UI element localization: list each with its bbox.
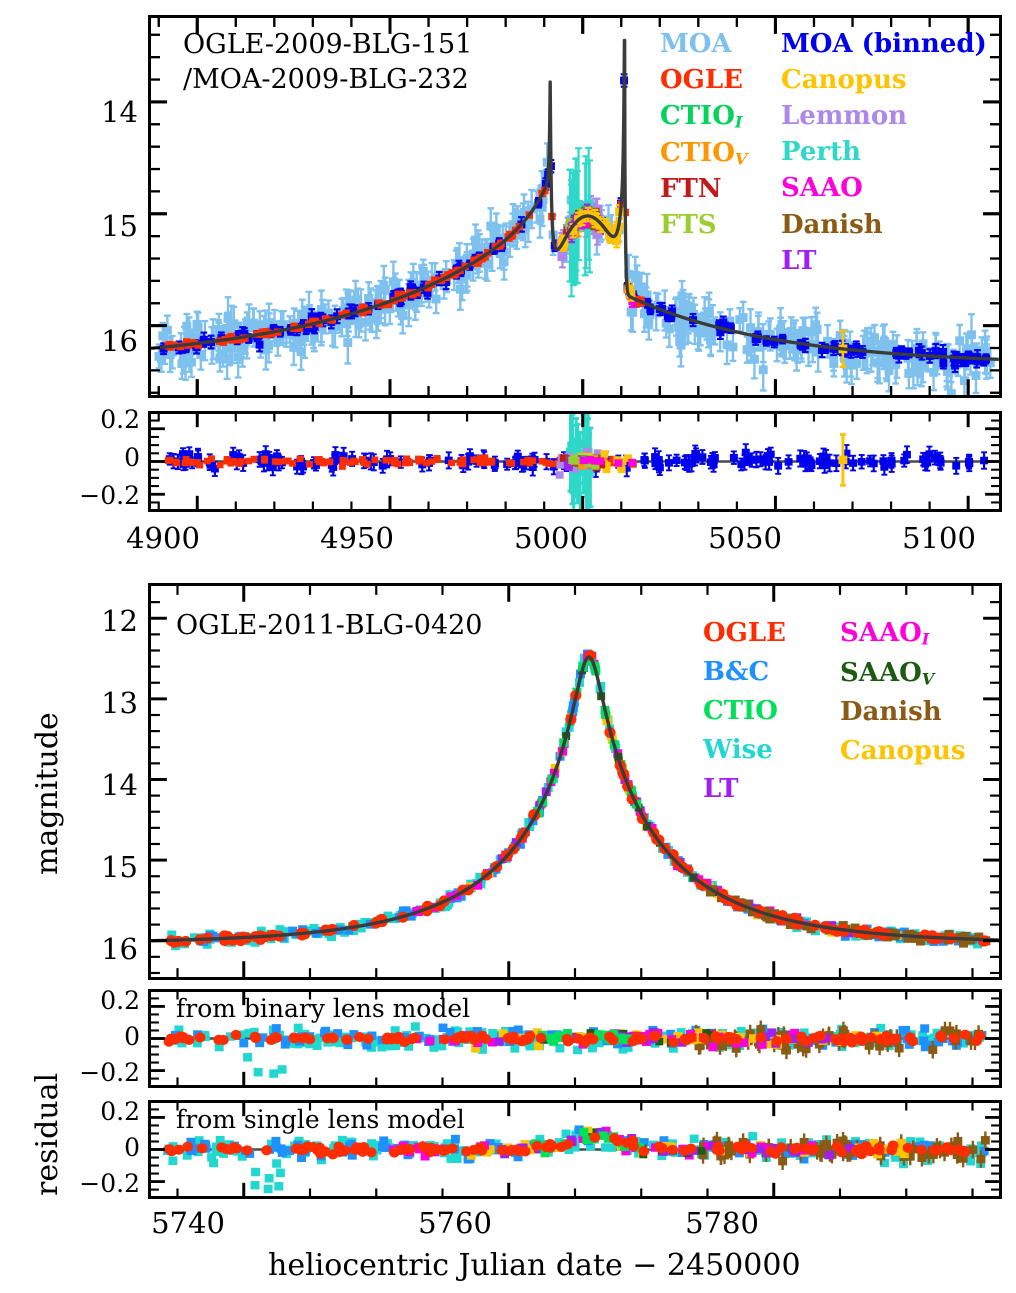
residual-single-label: from single lens model [176,1105,465,1134]
legend-item-ogle-b: OGLE [703,618,786,648]
legend-bottom-col2: SAAOI SAAOV Danish Canopus [840,618,1010,767]
legend-item-danish: Danish [781,209,883,240]
legend-item-fts: FTS [660,210,717,241]
legend-item-moa: MOA [660,29,732,59]
x-axis-label: heliocentric Julian date − 2450000 [268,1248,801,1283]
ytick-topres-zero: 0 [124,443,140,472]
legend-item-saao: SAAO [781,173,863,204]
legend-item-canopus: Canopus [781,65,907,96]
legend-item-danish-b: Danish [840,697,942,728]
ytick-bottom-12: 12 [101,604,138,638]
panel-residual-binary-lens [148,989,1002,1088]
y-axis-label-residual: residual [30,1072,65,1196]
ytick-top-14: 14 [101,95,138,129]
ytick-resbin-neg: −0.2 [79,1058,140,1087]
xtick-top-5100: 5100 [902,521,976,555]
legend-item-wise: Wise [703,735,773,766]
legend-item-lt-b: LT [703,774,739,805]
legend-item-ftn: FTN [660,174,722,205]
xtick-bottom-5740: 5740 [151,1206,225,1240]
legend-bottom-col1: OGLE B&C CTIO Wise LT [703,618,823,805]
panel-ogle-2009-blg-151-lightcurve [148,15,1002,398]
ytick-bottom-13: 13 [101,686,138,720]
residual-binary-label: from binary lens model [176,994,471,1023]
legend-item-perth: Perth [781,137,862,168]
legend-item-ogle: OGLE [660,65,743,96]
legend-item-lemmon: Lemmon [781,101,908,132]
panel-top-title: OGLE-2009-BLG-151/MOA-2009-BLG-232 [183,28,472,97]
legend-top-col2: MOA (binned) Canopus Lemmon Perth SAAO D… [781,29,1011,276]
xtick-bottom-5780: 5780 [685,1206,759,1240]
ytick-bottom-14: 14 [101,768,138,802]
ytick-resbin-pos: 0.2 [100,986,140,1015]
legend-item-ctio-b: CTIO [703,696,778,727]
legend-item-canopus-b: Canopus [840,736,966,767]
xtick-bottom-5760: 5760 [418,1206,492,1240]
legend-item-bandc: B&C [703,657,770,688]
panel-top-title-line2: /MOA-2009-BLG-232 [183,63,469,95]
ytick-ressing-zero: 0 [124,1133,140,1162]
ytick-ressing-pos: 0.2 [100,1097,140,1126]
ytick-resbin-zero: 0 [124,1022,140,1051]
xtick-top-4950: 4950 [320,521,394,555]
legend-top-col1: MOA OGLE CTIOI CTIOV FTN FTS [660,29,780,241]
xtick-top-5050: 5050 [708,521,782,555]
panel-ogle-2009-residual [148,411,1002,512]
ytick-top-16: 16 [101,324,138,358]
panel-residual-single-lens [148,1100,1002,1199]
panel-top-title-line1: OGLE-2009-BLG-151 [183,29,473,60]
legend-item-saao-i: SAAOI [840,618,930,649]
xtick-top-4900: 4900 [126,521,200,555]
legend-item-ctio-v: CTIOV [660,137,748,169]
ytick-bottom-15: 15 [101,850,138,884]
legend-item-moa-binned: MOA (binned) [781,29,987,59]
ytick-bottom-16: 16 [101,932,138,966]
panel-bottom-title: OGLE-2011-BLG-0420 [176,610,483,641]
legend-item-saao-v: SAAOV [840,657,935,689]
legend-item-ctio-i: CTIOI [660,101,743,132]
ytick-topres-neg: −0.2 [79,481,140,510]
legend-item-lt: LT [781,245,817,276]
ytick-ressing-neg: −0.2 [79,1169,140,1198]
panel-ogle-2011-blg-0420-lightcurve [148,583,1002,980]
xtick-top-5000: 5000 [514,521,588,555]
y-axis-label-magnitude: magnitude [30,712,65,875]
ytick-topres-pos: 0.2 [100,405,140,434]
ytick-top-15: 15 [101,209,138,243]
